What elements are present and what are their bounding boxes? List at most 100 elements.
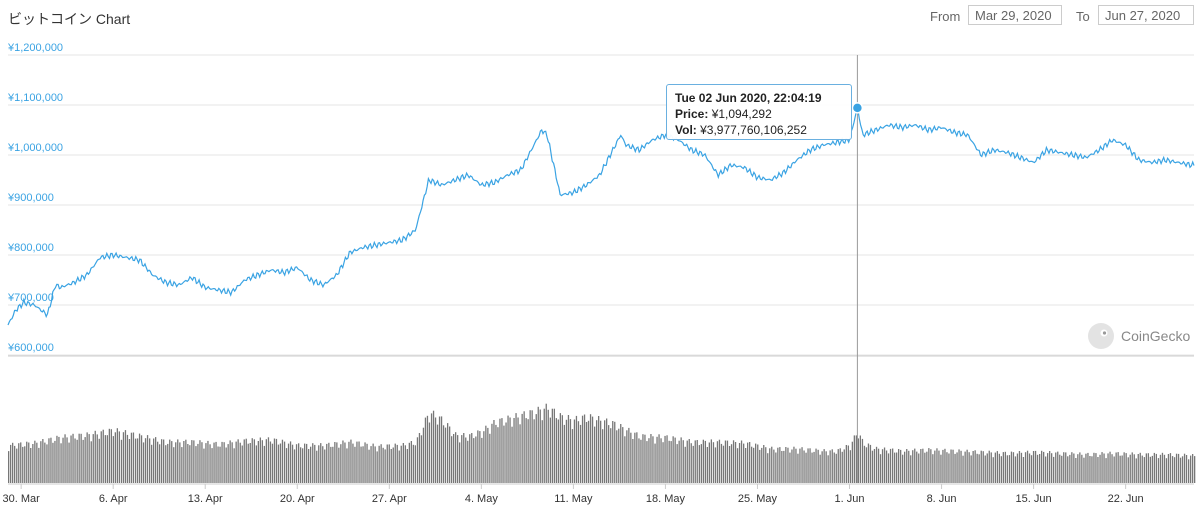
volume-bar xyxy=(745,448,747,483)
volume-bar xyxy=(28,442,30,483)
volume-bar xyxy=(847,445,849,483)
volume-bar xyxy=(624,436,626,483)
volume-bar xyxy=(416,437,419,483)
to-date-input[interactable]: Jun 27, 2020 xyxy=(1098,5,1194,25)
volume-bar xyxy=(751,446,753,483)
volume-bar xyxy=(626,430,628,483)
volume-bar xyxy=(52,442,54,483)
volume-bar xyxy=(400,445,402,483)
volume-bar xyxy=(74,438,76,483)
volume-bar xyxy=(78,433,80,483)
volume-bar xyxy=(1087,452,1089,483)
volume-bar xyxy=(1167,454,1170,483)
volume-bar xyxy=(616,430,618,483)
volume-bar xyxy=(46,444,48,483)
volume-bar xyxy=(1101,452,1103,483)
volume-bar xyxy=(894,452,896,483)
volume-bar xyxy=(449,426,451,483)
volume-bar xyxy=(360,446,362,483)
volume-bar xyxy=(348,441,350,483)
volume-bar xyxy=(1043,451,1045,483)
volume-bar xyxy=(827,455,829,483)
volume-bar xyxy=(579,424,582,483)
volume-bar xyxy=(1051,453,1053,483)
volume-bar xyxy=(557,419,559,483)
volume-bar xyxy=(1141,455,1143,483)
volume-bar xyxy=(94,430,96,483)
volume-bar xyxy=(664,435,666,483)
volume-bar xyxy=(358,441,360,483)
volume-bar xyxy=(453,434,455,483)
volume-bar xyxy=(887,453,890,483)
volume-bar xyxy=(525,418,527,483)
volume-bar xyxy=(8,451,10,483)
volume-bar xyxy=(30,448,32,483)
volume-bar xyxy=(958,449,960,483)
volume-bar xyxy=(569,419,572,483)
volume-bar xyxy=(350,439,352,483)
volume-bar xyxy=(656,436,658,483)
x-tick-label: 13. Apr xyxy=(188,493,223,505)
volume-bar xyxy=(247,443,249,483)
volume-bar xyxy=(225,447,227,483)
volume-bar xyxy=(215,441,217,483)
volume-bar xyxy=(666,435,668,483)
x-tick-label: 20. Apr xyxy=(280,493,315,505)
volume-bar xyxy=(589,414,592,483)
volume-bar xyxy=(932,454,934,483)
from-date-input[interactable]: Mar 29, 2020 xyxy=(968,5,1062,25)
volume-bar xyxy=(457,435,459,483)
volume-bar xyxy=(1188,459,1190,483)
volume-bar xyxy=(865,447,868,483)
volume-bar xyxy=(529,410,531,483)
volume-bar xyxy=(857,438,859,483)
volume-bar xyxy=(1036,454,1039,483)
volume-bar xyxy=(173,447,175,483)
volume-bar xyxy=(598,416,600,483)
volume-bar xyxy=(1147,453,1149,483)
volume-bar xyxy=(708,442,710,483)
volume-bar xyxy=(982,451,984,483)
volume-bar xyxy=(734,442,737,483)
volume-bar xyxy=(904,451,906,483)
volume-bar xyxy=(835,453,837,483)
volume-bar xyxy=(1004,451,1006,483)
volume-bar xyxy=(527,419,529,483)
volume-bar xyxy=(946,452,948,483)
volume-bar xyxy=(869,444,872,483)
volume-bar xyxy=(789,452,791,483)
volume-bar xyxy=(831,449,833,483)
volume-bar xyxy=(132,432,135,483)
volume-bar xyxy=(239,442,241,483)
y-tick-label: ¥900,000 xyxy=(7,192,54,204)
volume-bar xyxy=(698,445,700,483)
volume-bar xyxy=(436,424,439,483)
volume-bar xyxy=(167,443,169,483)
volume-bar xyxy=(984,455,986,483)
volume-bar xyxy=(1041,450,1043,483)
volume-bar xyxy=(883,447,886,483)
volume-bar xyxy=(483,431,485,483)
volume-bar xyxy=(86,432,88,483)
tooltip-date: Tue 02 Jun 2020, 22:04:19 xyxy=(675,91,822,105)
volume-bar xyxy=(1145,453,1147,483)
volume-bar xyxy=(785,447,787,483)
volume-bar xyxy=(797,453,799,483)
volume-bar xyxy=(976,453,978,483)
volume-bar xyxy=(974,450,976,483)
volume-bar xyxy=(889,448,892,483)
volume-bar xyxy=(80,433,82,483)
volume-bar xyxy=(410,441,412,483)
volume-bar xyxy=(418,433,421,483)
volume-bar xyxy=(875,446,878,483)
volume-bar xyxy=(185,439,187,483)
volume-bar xyxy=(952,449,954,483)
volume-bar xyxy=(191,440,193,483)
volume-bar xyxy=(694,440,696,483)
volume-bar xyxy=(179,442,181,483)
volume-bar xyxy=(1085,453,1087,483)
volume-bar xyxy=(171,441,173,483)
volume-bar xyxy=(755,443,757,483)
volume-bar xyxy=(62,437,64,483)
